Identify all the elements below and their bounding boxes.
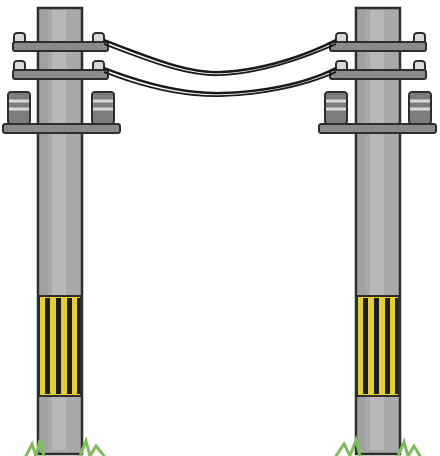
transformer-icon [91,91,115,125]
lower-wire [103,66,337,95]
grass-icon [334,434,422,456]
transformer-icon [408,91,432,125]
left-pole [2,6,121,456]
lower-wire-2 [103,71,337,97]
right-pole [318,6,437,456]
transformer-icon [324,91,348,125]
right-warning-sleeve [356,295,400,397]
grass-icon [24,436,106,456]
left-warning-sleeve [38,295,82,397]
transformer-icon [7,91,31,125]
power-lines [103,38,337,97]
upper-wire [103,38,337,74]
upper-wire-2 [103,43,337,77]
left-transformer-arm [2,91,121,134]
right-transformer-arm [318,91,437,134]
